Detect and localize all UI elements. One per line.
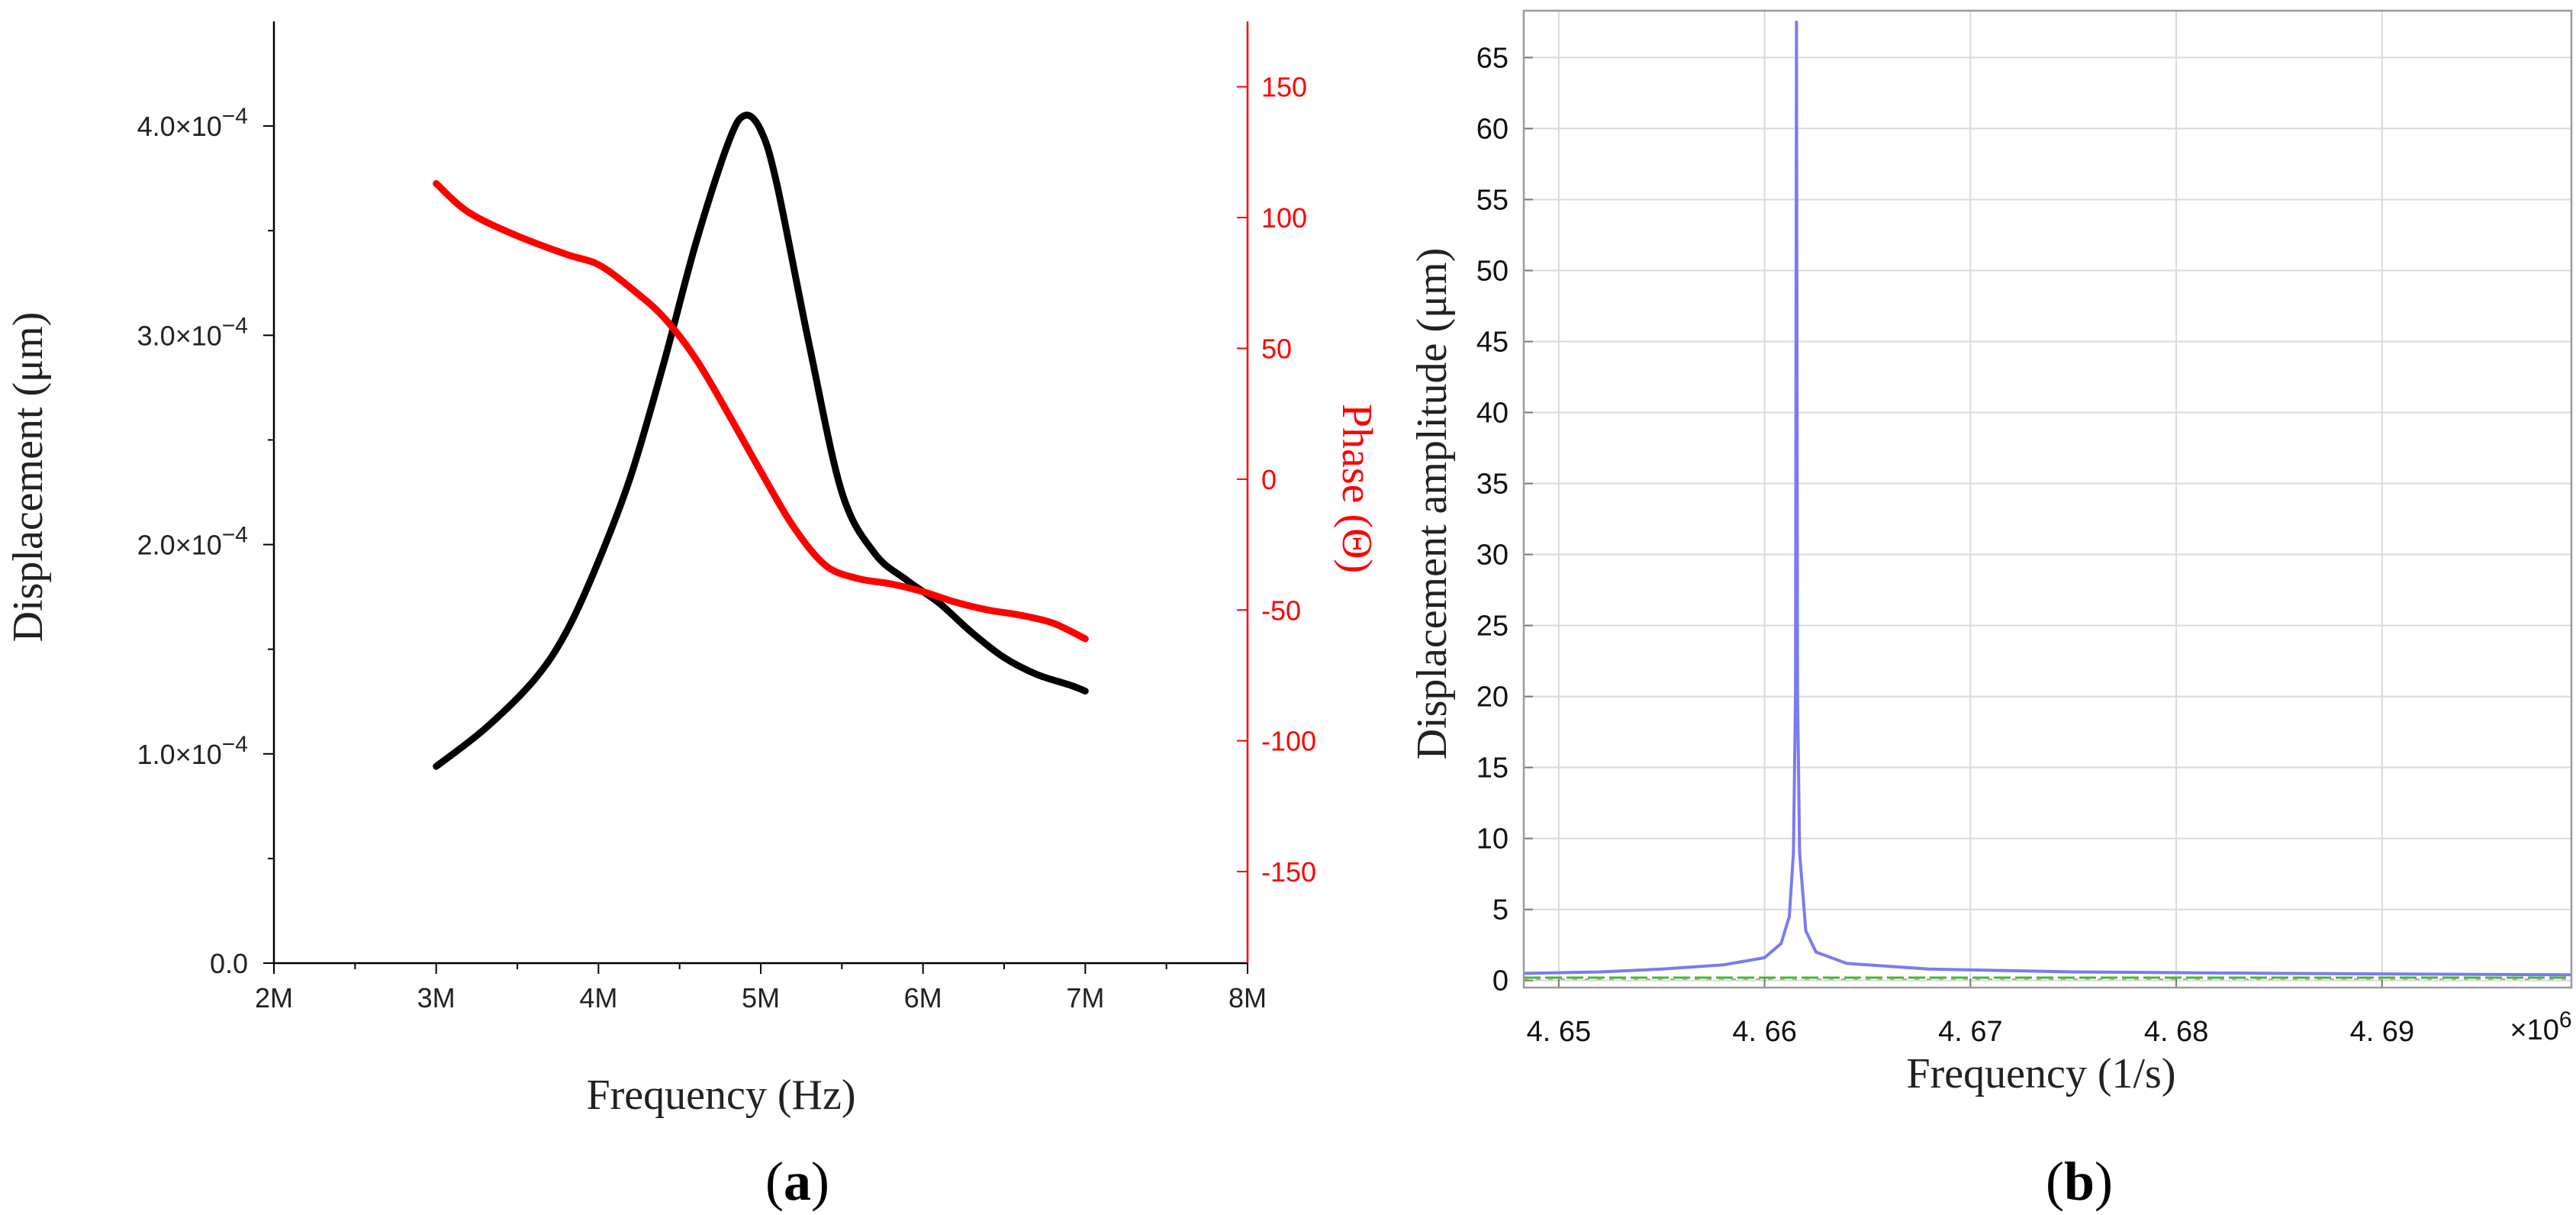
y-tick-exponent: −4	[222, 313, 248, 338]
y-tick-label: 1.0×10−4	[137, 732, 248, 770]
x-tick-label: 4. 66	[1732, 1016, 1797, 1048]
y-tick-label: 45	[1476, 326, 1509, 358]
y-tick-label: 15	[1476, 753, 1509, 785]
y-tick-label: 0	[1492, 965, 1509, 997]
panel-a-series	[433, 111, 1089, 770]
y-tick-label: 3.0×10−4	[137, 313, 248, 351]
y2-tick-label: -100	[1261, 726, 1316, 757]
y2-tick-label: -150	[1261, 856, 1316, 888]
y-tick-label: 20	[1476, 682, 1509, 714]
phase-series-line	[433, 180, 1089, 643]
y-tick-label: 5	[1492, 894, 1509, 927]
y-tick-label: 30	[1476, 540, 1509, 572]
displacement-amplitude-series-line	[1523, 20, 2572, 977]
y2-tick-label: 150	[1261, 72, 1307, 103]
x-tick-label: 6M	[904, 982, 942, 1014]
x-tick-label: 4M	[579, 982, 617, 1014]
y-tick-mantissa: 4.0×10	[137, 111, 222, 142]
panel-b-series	[1523, 20, 2572, 977]
y-tick-exponent: −4	[222, 523, 248, 548]
y-tick-label: 40	[1476, 398, 1509, 430]
y-tick-exponent: −4	[222, 104, 248, 129]
y-tick-label: 0.0	[210, 948, 248, 979]
displacement-series-line	[433, 111, 1089, 770]
y-tick-label: 55	[1476, 184, 1509, 216]
y-tick-label: 65	[1476, 42, 1509, 74]
x-tick-label: 4. 65	[1527, 1016, 1592, 1048]
x-tick-label: 4. 68	[2144, 1016, 2209, 1048]
x-tick-label: 5M	[742, 982, 780, 1014]
x-tick-label: 3M	[417, 982, 456, 1014]
panel-a-x-ticks: 2M 3M 4M 5M 6M 7M 8M	[255, 963, 1267, 1014]
y2-tick-label: 100	[1261, 202, 1307, 234]
x-tick-label: 2M	[255, 982, 293, 1014]
x-tick-label: 7M	[1066, 982, 1104, 1014]
y-tick-label: 25	[1476, 611, 1509, 643]
panel-a-y-label: Displacement (μm)	[5, 312, 52, 643]
panel-a-y-ticks: 0.01.0×10−42.0×10−43.0×10−44.0×10−4	[137, 104, 274, 979]
panel-b: 4. 65 4. 66 4. 67 4. 68 4. 69 0 5 10 15 20 25 30 35…	[1409, 9, 2573, 1212]
panel-b-label: (b)	[2046, 1151, 2113, 1212]
panel-b-x-ticks: 4. 65 4. 66 4. 67 4. 68 4. 69	[1527, 978, 2415, 1048]
y-tick-mantissa: 1.0×10	[137, 739, 222, 770]
panel-a-x-label: Frequency (Hz)	[587, 1072, 856, 1119]
y-tick-label: 4.0×10−4	[137, 104, 248, 142]
x-tick-label: 8M	[1228, 982, 1267, 1014]
y-tick-mantissa: 2.0×10	[137, 530, 222, 561]
x-tick-label: 4. 67	[1938, 1016, 2003, 1048]
y2-tick-label: 50	[1261, 333, 1292, 364]
panel-b-frame	[1522, 9, 2573, 989]
panel-b-y-label: Displacement amplitude (μm)	[1409, 248, 1456, 760]
x-tick-label: 4. 69	[2350, 1016, 2415, 1048]
panel-a: 2M 3M 4M 5M 6M 7M 8M 0.01.0×10−42.0×10−43.0×10…	[5, 21, 1380, 1212]
panel-b-plot-area	[1524, 11, 2571, 988]
panel-a-y2-label: Phase (Θ)	[1333, 404, 1380, 573]
panel-a-label: (a)	[765, 1151, 829, 1212]
y-tick-label: 50	[1476, 255, 1509, 287]
y-tick-label: 10	[1476, 823, 1509, 856]
panel-a-y2-ticks: 150 100 50 0 -50 -100 -150	[1237, 72, 1316, 888]
y-tick-label: 60	[1476, 113, 1509, 145]
y2-tick-label: 0	[1261, 464, 1277, 495]
panel-b-y-ticks: 0 5 10 15 20 25 30 35 40 45 50 55 60 65	[1476, 42, 1533, 997]
panel-b-grid	[1524, 11, 2571, 988]
y-tick-label: 35	[1476, 469, 1509, 501]
y2-tick-label: -50	[1261, 595, 1301, 626]
panel-b-x-multiplier: ×106	[2510, 1007, 2571, 1046]
y-tick-exponent: −4	[222, 732, 248, 757]
panel-b-x-label: Frequency (1/s)	[1906, 1050, 2175, 1097]
y-tick-mantissa: 3.0×10	[137, 320, 222, 351]
y-tick-label: 2.0×10−4	[137, 523, 248, 561]
